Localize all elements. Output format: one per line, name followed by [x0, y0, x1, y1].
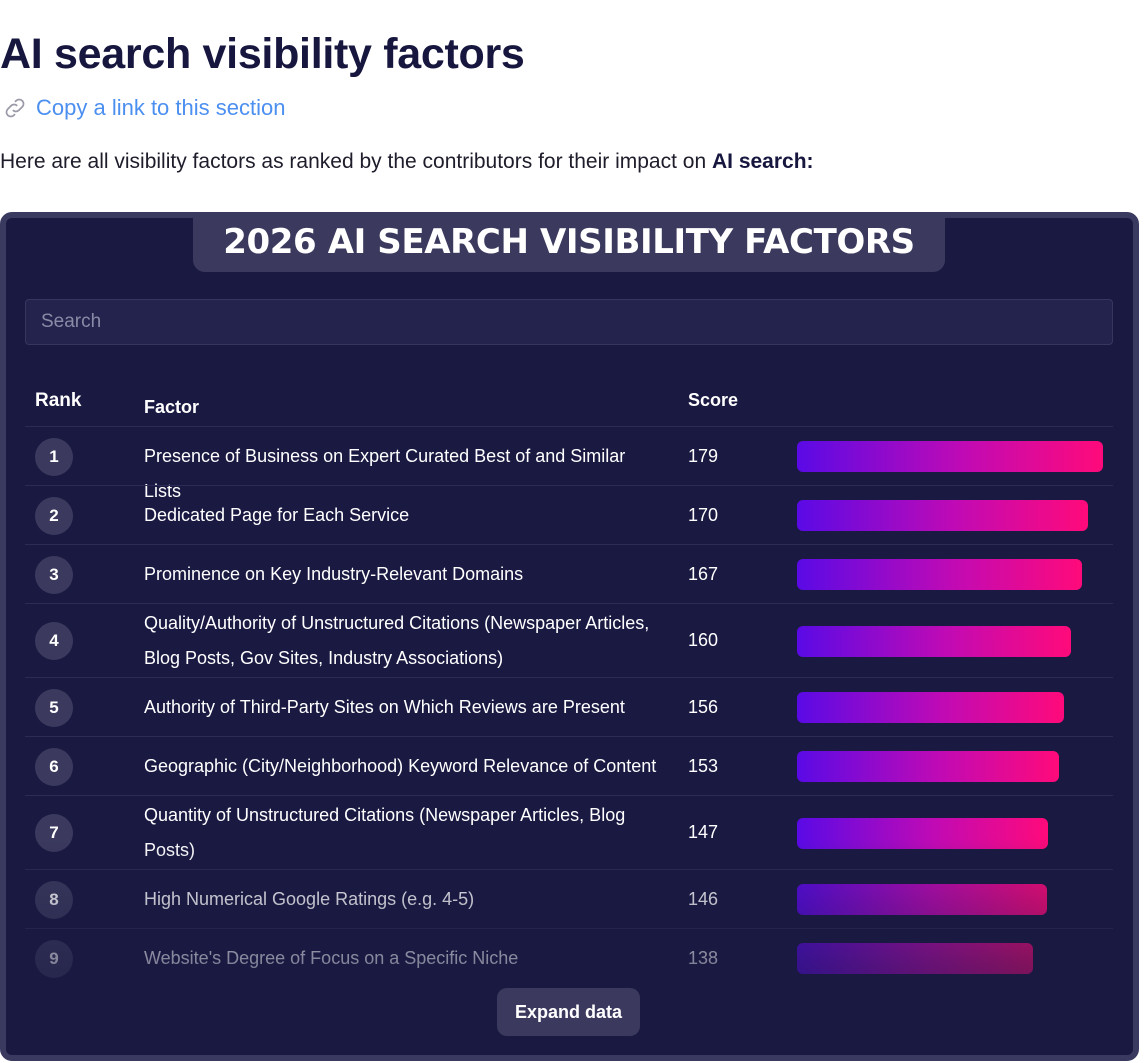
score-bar	[797, 500, 1088, 531]
rank-badge: 3	[35, 555, 73, 594]
factor-name: Quality/Authority of Unstructured Citati…	[144, 613, 650, 668]
score-value: 160	[688, 630, 719, 650]
factor-name: Prominence on Key Industry-Relevant Doma…	[144, 564, 524, 584]
factor-name: Presence of Business on Expert Curated B…	[144, 446, 626, 501]
factor-name: Authority of Third-Party Sites on Which …	[144, 697, 625, 717]
intro-emphasis: AI search:	[711, 150, 814, 173]
rank-badge: 6	[35, 747, 73, 786]
score-bar	[797, 884, 1047, 915]
score-bar	[797, 559, 1082, 590]
factor-name: High Numerical Google Ratings (e.g. 4-5)	[144, 889, 475, 909]
factor-name: Dedicated Page for Each Service	[144, 505, 410, 525]
score-value: 153	[688, 755, 719, 776]
score-value: 156	[688, 696, 719, 717]
page-title: AI search visibility factors	[0, 30, 525, 78]
score-value: 167	[688, 563, 719, 584]
intro-text: Here are all visibility factors as ranke…	[0, 150, 814, 174]
expand-data-button[interactable]: Expand data	[497, 988, 640, 1036]
copy-link-button[interactable]: Copy a link to this section	[2, 95, 285, 121]
table-row: 8 High Numerical Google Ratings (e.g. 4-…	[25, 869, 1113, 928]
factor-name: Geographic (City/Neighborhood) Keyword R…	[144, 756, 657, 776]
search-input[interactable]	[25, 299, 1113, 345]
score-value: 147	[688, 822, 719, 842]
table-row: 4 Quality/Authority of Unstructured Cita…	[25, 603, 1113, 677]
score-value: 179	[688, 445, 719, 466]
score-value: 138	[688, 947, 719, 968]
factor-name: Website's Degree of Focus on a Specific …	[144, 948, 519, 968]
rank-badge: 5	[35, 688, 73, 727]
rank-badge: 2	[35, 496, 73, 535]
panel-title: 2026 AI SEARCH VISIBILITY FACTORS	[193, 218, 945, 272]
score-bar	[797, 625, 1071, 657]
rank-badge: 7	[35, 814, 73, 852]
score-value: 146	[688, 888, 719, 909]
score-bar	[797, 817, 1048, 849]
score-bar	[797, 751, 1059, 782]
score-bar	[797, 943, 1033, 974]
rank-badge: 8	[35, 880, 73, 919]
rank-badge: 1	[35, 437, 73, 476]
link-icon	[2, 95, 28, 121]
score-value: 170	[688, 504, 719, 525]
table-row: 7 Quantity of Unstructured Citations (Ne…	[25, 795, 1113, 869]
table-row: 6 Geographic (City/Neighborhood) Keyword…	[25, 736, 1113, 795]
intro-text-body: Here are all visibility factors as ranke…	[0, 150, 712, 173]
column-header-rank: Rank	[35, 390, 82, 411]
table-row: 5 Authority of Third-Party Sites on Whic…	[25, 677, 1113, 736]
score-bar	[797, 441, 1103, 472]
score-bar	[797, 692, 1064, 723]
rank-badge: 4	[35, 622, 73, 660]
factor-name: Quantity of Unstructured Citations (News…	[144, 805, 626, 860]
table-row: 3 Prominence on Key Industry-Relevant Do…	[25, 544, 1113, 603]
rank-badge: 9	[35, 939, 73, 978]
column-header-factor: Factor	[144, 397, 200, 417]
factors-panel: 2026 AI SEARCH VISIBILITY FACTORS Rank F…	[0, 212, 1139, 1061]
table-row: 1 Presence of Business on Expert Curated…	[25, 426, 1113, 501]
table-row: 2 Dedicated Page for Each Service 170	[25, 485, 1113, 544]
column-header-score: Score	[688, 390, 739, 410]
table-row: 9 Website's Degree of Focus on a Specifi…	[25, 928, 1113, 987]
copy-link-label: Copy a link to this section	[36, 95, 286, 120]
